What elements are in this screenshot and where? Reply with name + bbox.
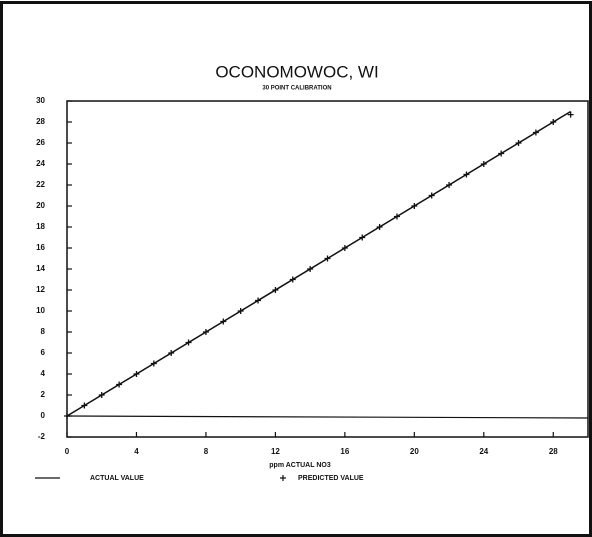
predicted-point xyxy=(255,297,262,304)
plot-area xyxy=(66,100,589,438)
x-tick-label: 16 xyxy=(340,447,349,456)
x-tick-label: 20 xyxy=(410,447,419,456)
x-tick-label: 28 xyxy=(549,447,558,456)
predicted-point xyxy=(411,203,418,209)
x-tick-label: 0 xyxy=(65,447,70,456)
predicted-point xyxy=(133,371,140,377)
predicted-point xyxy=(237,308,244,314)
actual-line xyxy=(66,110,572,417)
y-tick-label: 0 xyxy=(41,411,46,420)
predicted-point xyxy=(98,392,105,398)
legend-marker xyxy=(280,475,286,481)
y-tick-label: 2 xyxy=(41,390,46,399)
y-tick-label: 20 xyxy=(36,201,45,210)
x-tick-label: 12 xyxy=(271,447,280,456)
predicted-point xyxy=(480,161,487,167)
x-axis-label: ppm ACTUAL NO3 xyxy=(269,462,331,469)
predicted-point xyxy=(150,360,157,367)
x-tick-label: 8 xyxy=(204,447,209,456)
x-tick-label: 4 xyxy=(134,447,139,456)
predicted-point xyxy=(359,234,366,241)
y-tick-label: 16 xyxy=(36,243,45,252)
predicted-point xyxy=(81,402,88,409)
predicted-point xyxy=(307,266,314,272)
predicted-point xyxy=(324,255,331,262)
predicted-point xyxy=(220,318,227,325)
predicted-point xyxy=(272,287,279,293)
y-tick-label: 10 xyxy=(36,306,45,315)
y-tick-label: -2 xyxy=(38,432,46,441)
y-tick-label: 14 xyxy=(36,264,45,273)
predicted-point xyxy=(532,129,539,136)
y-tick-label: 12 xyxy=(36,285,45,294)
predicted-point xyxy=(341,245,348,251)
y-tick-label: 28 xyxy=(36,117,45,126)
x-tick-label: 24 xyxy=(479,447,488,456)
predicted-point xyxy=(550,119,557,125)
y-tick-label: 6 xyxy=(41,348,46,357)
predicted-point xyxy=(289,276,296,283)
chart-subtitle: 30 POINT CALIBRATION xyxy=(262,86,331,92)
predicted-point xyxy=(463,171,470,178)
y-tick-label: 30 xyxy=(36,96,45,105)
legend-label: ACTUAL VALUE xyxy=(90,475,144,482)
predicted-point xyxy=(393,213,400,220)
zero-line xyxy=(66,415,589,419)
predicted-point xyxy=(567,111,574,118)
predicted-point xyxy=(515,140,522,146)
predicted-point xyxy=(185,339,192,346)
chart-title: OCONOMOWOC, WI xyxy=(215,62,378,81)
y-tick-label: 26 xyxy=(36,138,45,147)
predicted-point xyxy=(498,150,505,157)
y-tick-label: 24 xyxy=(36,159,45,168)
predicted-point xyxy=(64,413,70,419)
y-tick-label: 18 xyxy=(36,222,45,231)
predicted-point xyxy=(428,192,435,199)
legend-label: PREDICTED VALUE xyxy=(298,475,364,482)
predicted-point xyxy=(116,381,123,388)
y-tick-label: 4 xyxy=(41,369,46,378)
y-tick-label: 22 xyxy=(36,180,45,189)
predicted-point xyxy=(376,224,383,230)
y-tick-label: 8 xyxy=(41,327,46,336)
predicted-point xyxy=(202,329,209,335)
predicted-point xyxy=(446,182,453,188)
predicted-point xyxy=(168,350,175,356)
